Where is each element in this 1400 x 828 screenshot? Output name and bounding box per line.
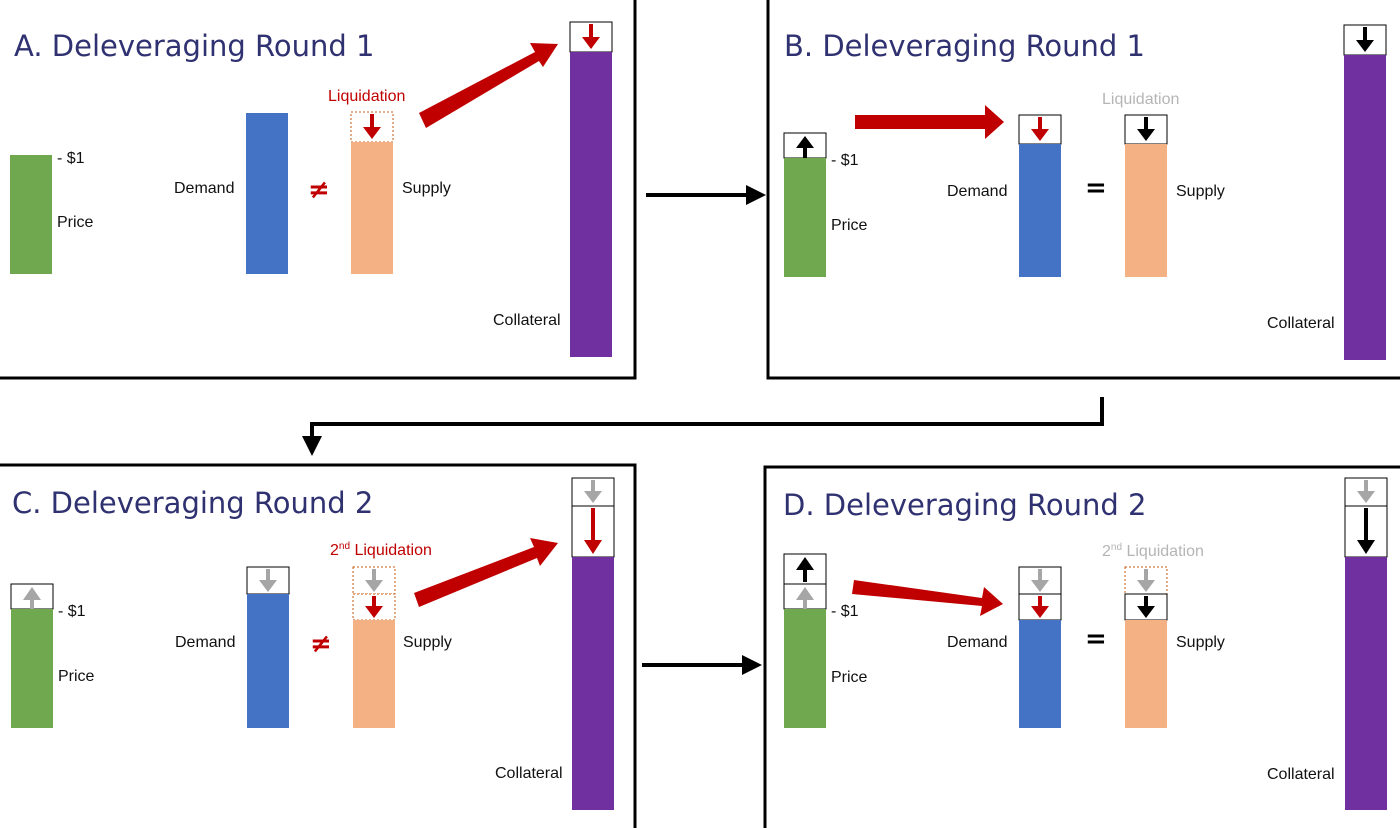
price-bar [784, 158, 826, 277]
red-down-arrow-icon [365, 596, 383, 618]
price-level-label: - $1 [57, 150, 85, 167]
panel-c-title: C. Deleveraging Round 2 [12, 486, 373, 520]
price-level-label: - $1 [831, 603, 859, 620]
grey-down-arrow-icon [1357, 480, 1375, 503]
collateral-label: Collateral [1267, 315, 1335, 332]
collateral-bar [570, 52, 612, 357]
red-down-arrow-icon [363, 114, 381, 139]
demand-bar [1019, 620, 1061, 728]
collateral-label: Collateral [495, 765, 563, 782]
supply-label: Supply [1176, 183, 1225, 200]
demand-bar [247, 594, 289, 728]
grey-down-arrow-icon [1137, 569, 1155, 592]
supply-label: Supply [403, 634, 452, 651]
not-equal-symbol: ≠ [310, 629, 332, 659]
black-down-arrow-icon [1357, 508, 1375, 554]
price-level-label: - $1 [58, 603, 86, 620]
panel-d-frame [763, 465, 1400, 828]
panel-c-frame [0, 463, 637, 828]
big-red-arrow-icon [852, 580, 1003, 616]
price-label: Price [831, 217, 868, 234]
price-label: Price [57, 214, 94, 231]
panel-c: C. Deleveraging Round 2 - $1 Price Deman… [10, 477, 615, 810]
price-bar [784, 609, 826, 728]
grey-down-arrow-icon [365, 569, 383, 592]
collateral-label: Collateral [1267, 766, 1335, 783]
liquidation-label: Liquidation [328, 88, 405, 105]
grey-down-arrow-icon [259, 569, 277, 592]
panel-a-title: A. Deleveraging Round 1 [14, 29, 374, 63]
grey-up-arrow-icon [23, 587, 41, 609]
red-down-arrow-icon [584, 508, 602, 554]
arrow-b-to-c [302, 397, 1104, 456]
price-bar [11, 609, 53, 728]
demand-bar [1019, 144, 1061, 277]
price-label: Price [831, 669, 868, 686]
equal-symbol: = [1085, 173, 1107, 203]
supply-bar [1125, 620, 1167, 728]
panel-d-title: D. Deleveraging Round 2 [783, 488, 1146, 522]
black-down-arrow-icon [1137, 117, 1155, 141]
big-red-arrow-icon [855, 105, 1004, 139]
red-down-arrow-icon [582, 24, 600, 49]
equal-symbol: = [1085, 624, 1107, 654]
price-bar [10, 155, 52, 274]
panel-b: B. Deleveraging Round 1 - $1 Price Deman… [783, 24, 1387, 360]
supply-label: Supply [402, 180, 451, 197]
supply-label: Supply [1176, 634, 1225, 651]
panel-a: A. Deleveraging Round 1 - $1 Price Deman… [10, 21, 613, 357]
black-down-arrow-icon [1356, 27, 1374, 52]
grey-down-arrow-icon [1031, 569, 1049, 592]
collateral-bar [572, 557, 614, 810]
second-liquidation-label: 2nd Liquidation [330, 541, 432, 559]
red-down-arrow-icon [1031, 117, 1049, 141]
demand-bar [246, 113, 288, 274]
grey-down-arrow-icon [584, 480, 602, 503]
liquidation-label: Liquidation [1102, 91, 1179, 108]
big-red-arrow-icon [414, 538, 558, 607]
supply-bar [351, 142, 393, 274]
price-label: Price [58, 668, 95, 685]
collateral-bar [1345, 557, 1387, 810]
panel-b-title: B. Deleveraging Round 1 [784, 29, 1145, 63]
collateral-bar [1344, 55, 1386, 360]
panel-b-frame [766, 0, 1400, 380]
supply-bar [1125, 144, 1167, 277]
panel-a-frame [0, 0, 637, 380]
supply-bar [353, 620, 395, 728]
not-equal-symbol: ≠ [308, 175, 330, 205]
demand-label: Demand [175, 634, 235, 651]
red-down-arrow-icon [1031, 596, 1049, 618]
grey-up-arrow-icon [796, 587, 814, 609]
big-red-arrow-icon [419, 43, 558, 128]
demand-label: Demand [174, 180, 234, 197]
black-up-arrow-icon [796, 136, 814, 158]
black-down-arrow-icon [1137, 596, 1155, 618]
demand-label: Demand [947, 634, 1007, 651]
demand-label: Demand [947, 183, 1007, 200]
black-up-arrow-icon [796, 557, 814, 582]
price-level-label: - $1 [831, 152, 859, 169]
panel-d: D. Deleveraging Round 2 - $1 Price Deman… [783, 477, 1388, 810]
collateral-label: Collateral [493, 312, 561, 329]
second-liquidation-label: 2nd Liquidation [1102, 542, 1204, 560]
